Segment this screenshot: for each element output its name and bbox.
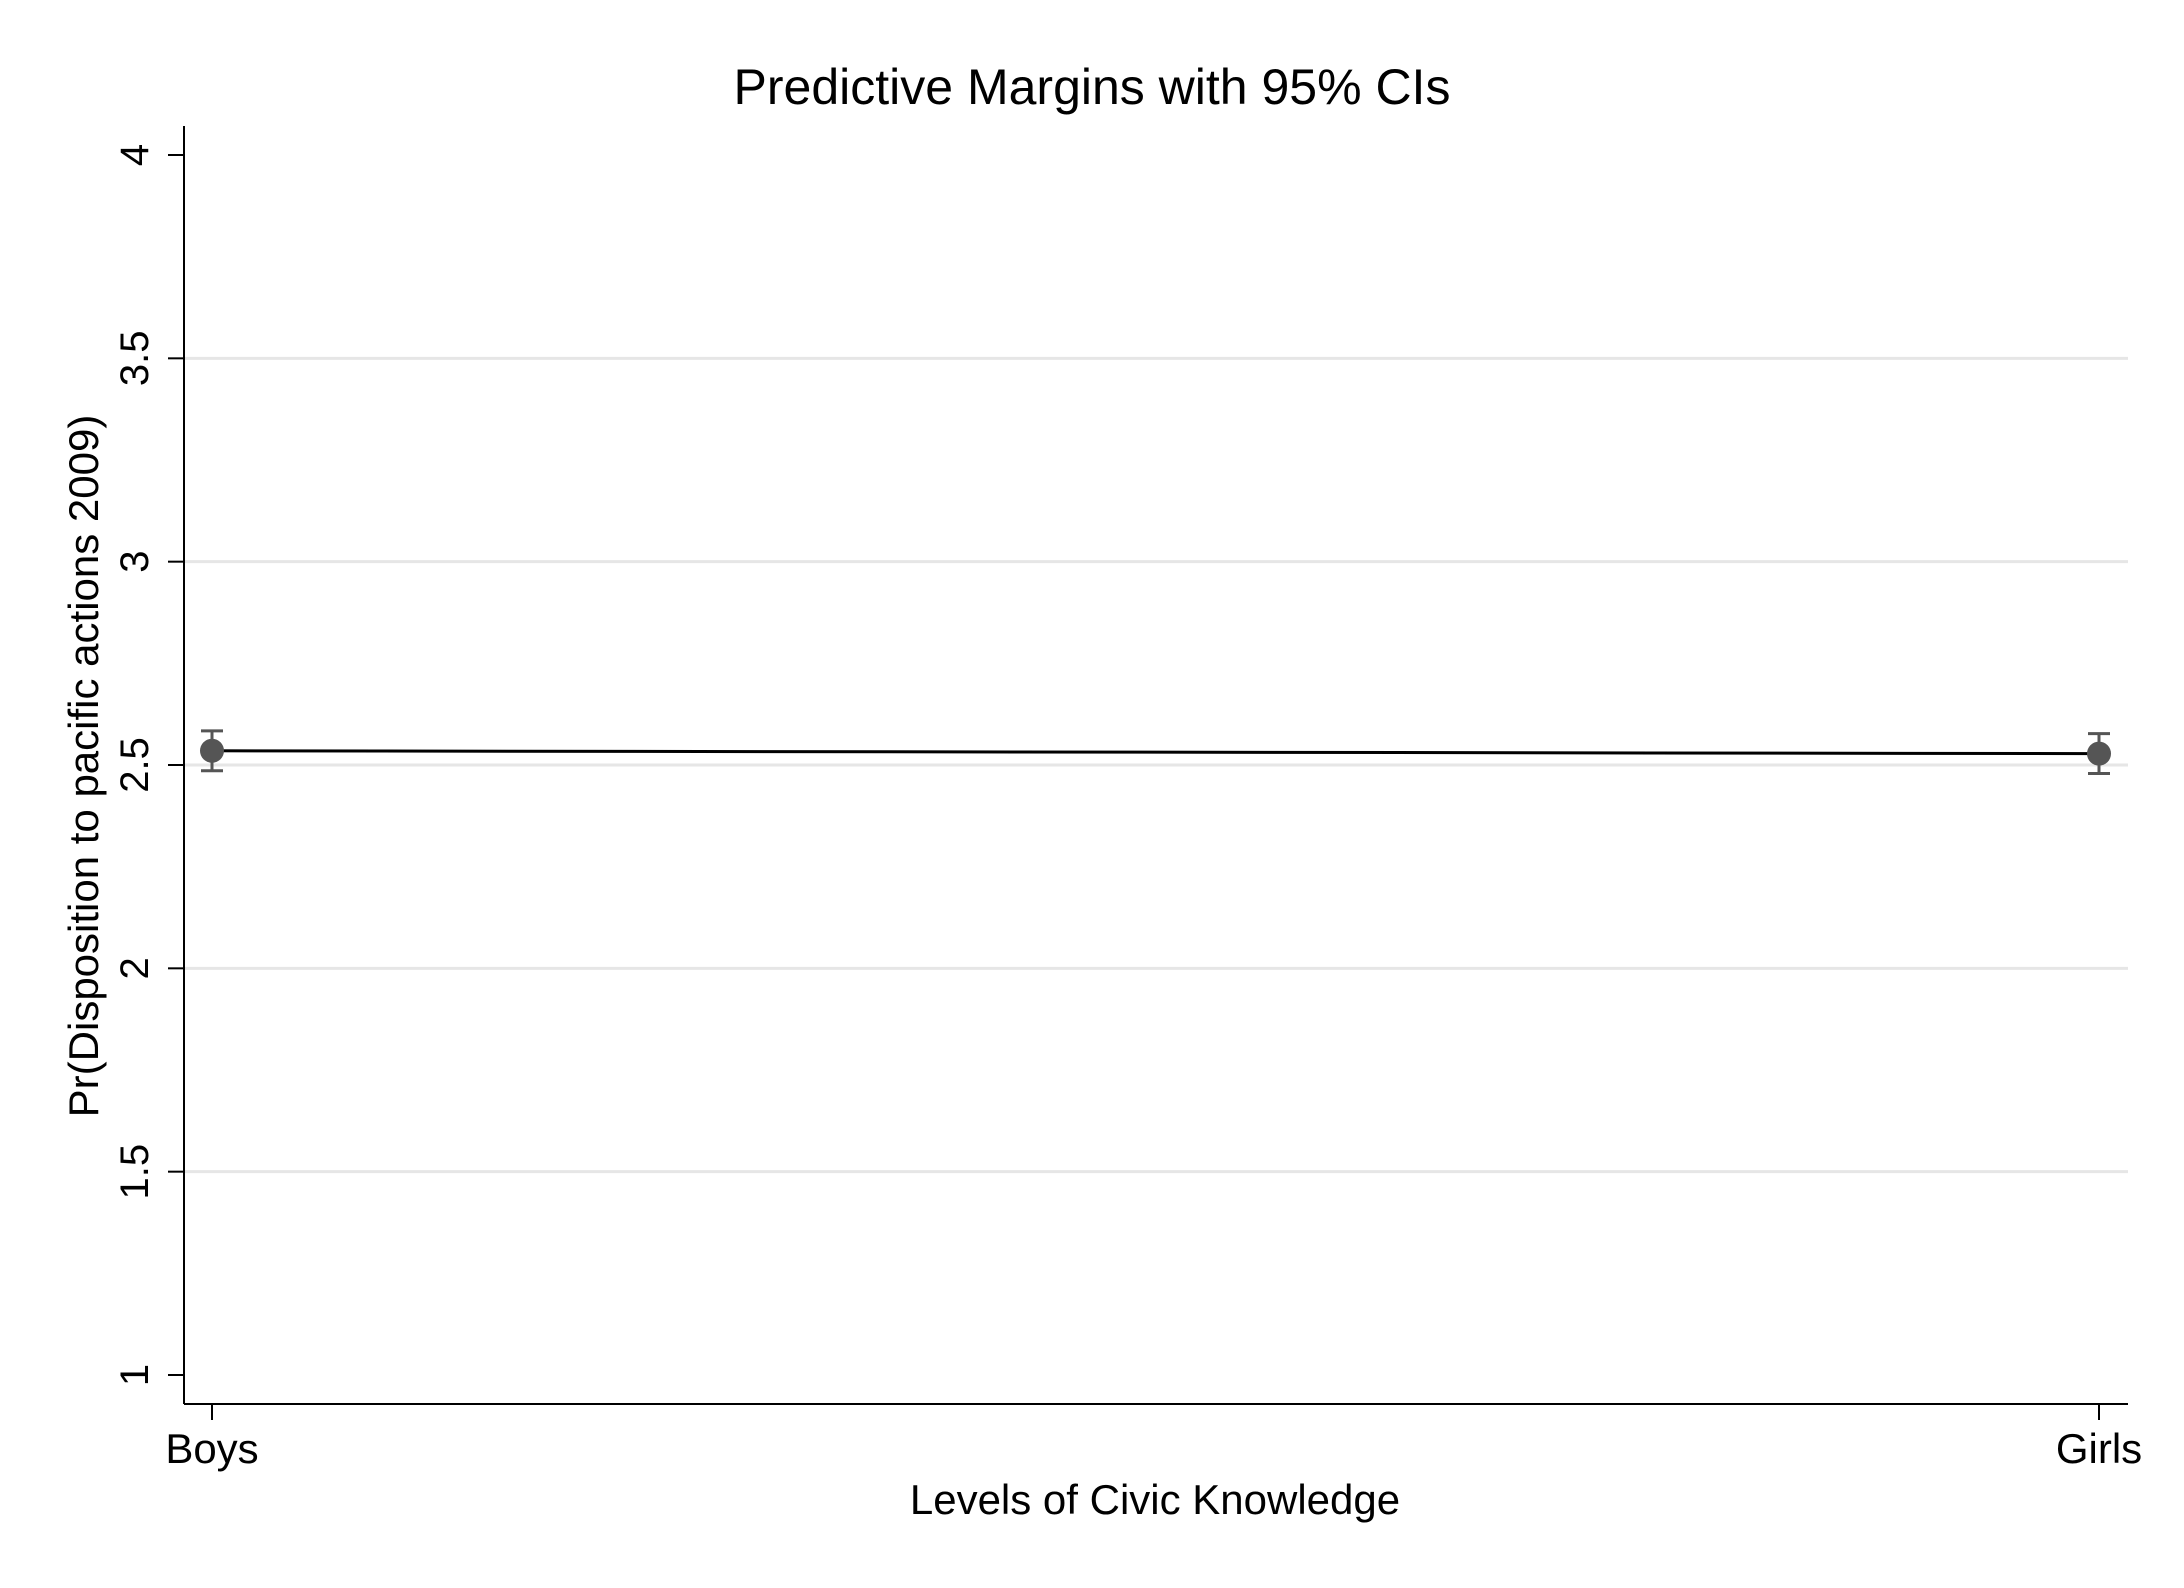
grid-layer: [184, 356, 2128, 1174]
x-tick-label: Girls: [2056, 1425, 2142, 1472]
y-tick-label: 3: [113, 551, 157, 573]
chart-title: Predictive Margins with 95% CIs: [734, 59, 1451, 115]
series-line: [211, 749, 2100, 756]
y-axis-title: Pr(Disposition to pacific actions 2009): [60, 415, 107, 1118]
y-tick-label: 4: [113, 144, 157, 166]
y-tick-label: 2.5: [113, 737, 157, 793]
y-tick-label: 1: [113, 1364, 157, 1386]
data-point: [200, 738, 224, 763]
data-point: [2087, 741, 2111, 766]
data-layer: [200, 729, 2111, 776]
axis-layer: 1 1.5 2 2.5 3 3.5 4 Boys Girls: [113, 126, 2142, 1472]
y-tick-label: 3.5: [113, 331, 157, 387]
x-axis-title: Levels of Civic Knowledge: [910, 1476, 1400, 1523]
y-tick-label: 2: [113, 957, 157, 979]
x-tick-label: Boys: [165, 1425, 258, 1472]
y-tick-label: 1.5: [113, 1144, 157, 1200]
